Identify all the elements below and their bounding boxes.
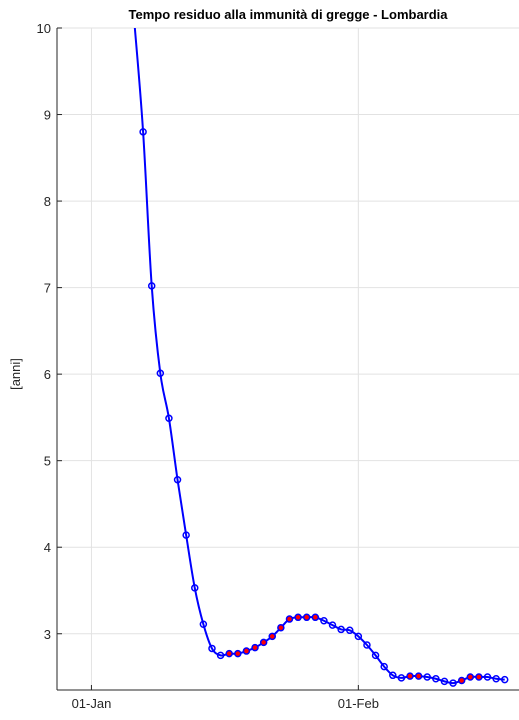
y-tick-label: 9 [44,108,51,123]
data-point [449,679,457,687]
highlighted-data-point [242,647,251,655]
highlighted-data-point [225,649,233,658]
data-point [345,626,354,635]
data-point [216,651,225,660]
y-tick-label: 10 [37,21,51,36]
y-tick-label: 4 [44,540,51,555]
data-point [389,671,397,680]
x-tick-label: 01-Jan [72,696,112,711]
y-tick-label: 7 [44,281,51,296]
data-point [139,128,147,136]
data-point [165,414,173,423]
highlighted-data-point [302,613,311,622]
data-point [483,673,492,681]
data-point [328,621,337,629]
data-point [432,675,440,683]
highlighted-data-point [234,649,242,658]
data-point [199,620,208,628]
data-point [354,632,363,641]
data-point [208,644,216,653]
y-tick-label: 3 [44,627,51,642]
highlighted-data-point [457,676,466,685]
data-point [371,651,380,660]
x-tick-label: 01-Feb [338,696,379,711]
chart-title: Tempo residuo alla immunità di gregge - … [128,7,448,22]
data-point [500,675,509,684]
data-point [423,673,431,681]
highlighted-data-point [466,673,475,681]
grid [57,27,519,690]
highlighted-data-point [259,638,268,647]
highlighted-data-point [475,673,483,681]
highlighted-data-point [277,623,285,632]
axes [56,27,519,691]
data-point [182,531,190,539]
data-point [363,641,371,649]
data-point [147,282,156,290]
y-tick-label: 5 [44,454,51,469]
highlighted-data-point [251,643,259,652]
highlighted-data-point [311,613,320,622]
data-point [397,674,406,682]
y-tick-label: 6 [44,367,51,382]
data-point [173,475,182,484]
highlighted-data-point [285,615,294,623]
y-tick-label: 8 [44,194,51,209]
data-point [440,677,449,686]
data-point [156,369,165,378]
data-point [380,662,388,671]
highlighted-data-point [414,672,423,680]
series-group [133,28,509,687]
data-point [337,625,345,634]
highlighted-data-point [268,632,276,641]
highlighted-data-point [294,613,302,622]
highlighted-data-point [406,672,414,680]
data-point [492,675,500,683]
data-point [191,584,199,592]
y-axis-label: [anni] [8,358,23,390]
data-point [320,617,328,625]
plot-area [133,28,509,687]
tick-labels: 3 4 5 6 7 8 9 10 01-Jan 01-Feb [37,21,379,711]
